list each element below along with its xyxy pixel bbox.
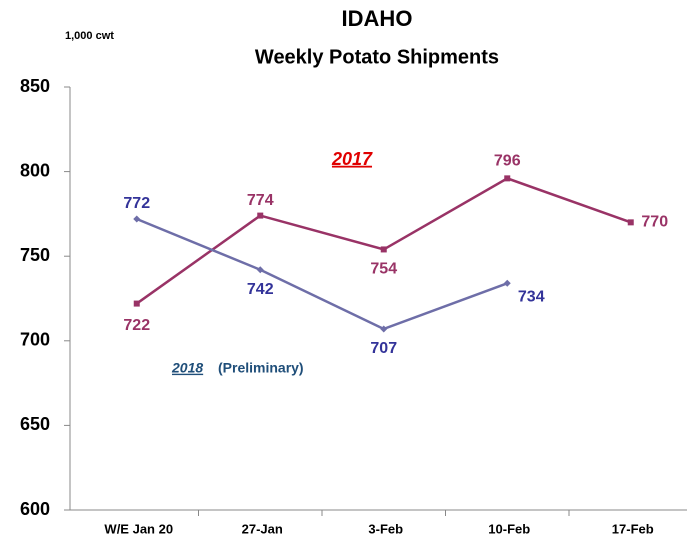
y-tick-label: 850 [20, 76, 50, 96]
series-line [136, 217, 508, 331]
x-tick-label: W/E Jan 20 [104, 521, 173, 536]
data-label: 754 [370, 261, 397, 278]
data-label: 774 [247, 192, 274, 209]
y-tick-label: 750 [20, 245, 50, 265]
point [133, 300, 140, 307]
data-label: 772 [123, 195, 150, 212]
y-tick-label: 650 [20, 414, 50, 434]
y-tick-label: 600 [20, 499, 50, 519]
annotation: (Preliminary) [218, 360, 304, 376]
point [503, 279, 511, 287]
series-line [136, 176, 632, 305]
point [380, 246, 387, 253]
point [627, 219, 634, 226]
point [504, 175, 511, 182]
x-tick-label: 3-Feb [368, 521, 403, 536]
point [256, 266, 264, 274]
chart-subtitle: Weekly Potato Shipments [255, 46, 499, 68]
chart-title: IDAHO [342, 6, 413, 31]
point [133, 215, 141, 223]
data-label: 770 [641, 214, 668, 231]
data-label: 796 [494, 153, 521, 170]
x-tick-label: 10-Feb [488, 521, 530, 536]
series-label-2018: 2018 [171, 360, 203, 376]
data-label: 742 [247, 281, 274, 298]
y-tick-label: 700 [20, 330, 50, 350]
data-label: 722 [123, 317, 150, 334]
point [257, 212, 264, 219]
x-tick-label: 17-Feb [612, 521, 654, 536]
data-label: 707 [370, 340, 397, 357]
unit-label: 1,000 cwt [65, 30, 114, 42]
point [380, 325, 388, 333]
data-label: 734 [518, 288, 545, 305]
x-tick-label: 27-Jan [242, 521, 283, 536]
series-label-2017: 2017 [331, 149, 373, 169]
y-tick-label: 800 [20, 160, 50, 180]
